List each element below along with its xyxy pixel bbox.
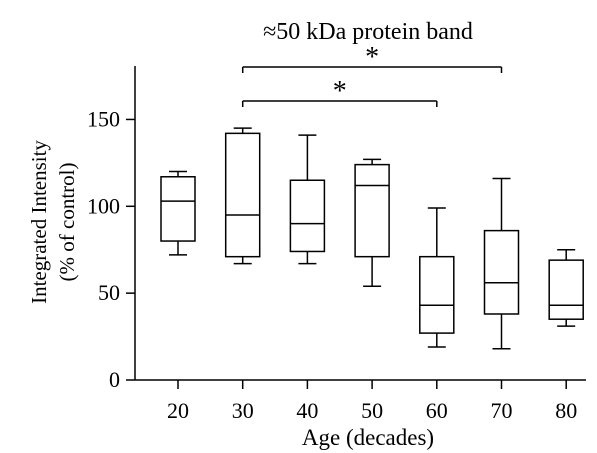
x-tick-label: 80 <box>555 398 577 423</box>
y-ticks: 0 50 100 150 <box>87 106 135 392</box>
box-iqr <box>354 163 390 258</box>
x-tick-label: 60 <box>426 398 448 423</box>
y-axis-label-line1: Integrated Intensity <box>27 140 51 304</box>
significance-brackets: ** <box>241 42 503 107</box>
box-40 <box>289 134 326 265</box>
box-30 <box>224 127 261 265</box>
x-tick-label: 20 <box>167 398 189 423</box>
y-tick-label: 0 <box>109 367 120 392</box>
chart-title: ≈50 kDa protein band <box>263 19 473 45</box>
x-tick-label: 40 <box>296 398 318 423</box>
y-tick-label: 50 <box>98 280 120 305</box>
boxes <box>160 127 584 350</box>
box-80 <box>548 248 584 327</box>
box-iqr <box>160 176 196 242</box>
x-axis-label: Age (decades) <box>302 425 434 450</box>
significance-bracket: * <box>241 76 438 107</box>
x-tick-label: 50 <box>361 398 383 423</box>
y-tick-label: 150 <box>87 106 120 131</box>
box-20 <box>160 170 196 256</box>
box-iqr <box>483 229 520 315</box>
y-axis-label-group: Integrated Intensity (% of control) <box>27 140 79 304</box>
significance-label: * <box>365 42 379 73</box>
box-iqr <box>548 259 584 320</box>
box-50 <box>354 158 390 287</box>
x-tick-label: 30 <box>232 398 254 423</box>
box-iqr <box>224 132 261 258</box>
box-iqr <box>289 179 326 253</box>
significance-label: * <box>333 76 347 107</box>
box-iqr <box>419 255 455 334</box>
box-60 <box>419 207 455 348</box>
y-axis-label-line2: (% of control) <box>55 163 79 282</box>
significance-bracket: * <box>241 42 503 73</box>
box-70 <box>483 177 520 350</box>
x-ticks: 20 30 40 50 60 70 80 <box>167 380 577 423</box>
y-tick-label: 100 <box>87 193 120 218</box>
x-tick-label: 70 <box>491 398 513 423</box>
